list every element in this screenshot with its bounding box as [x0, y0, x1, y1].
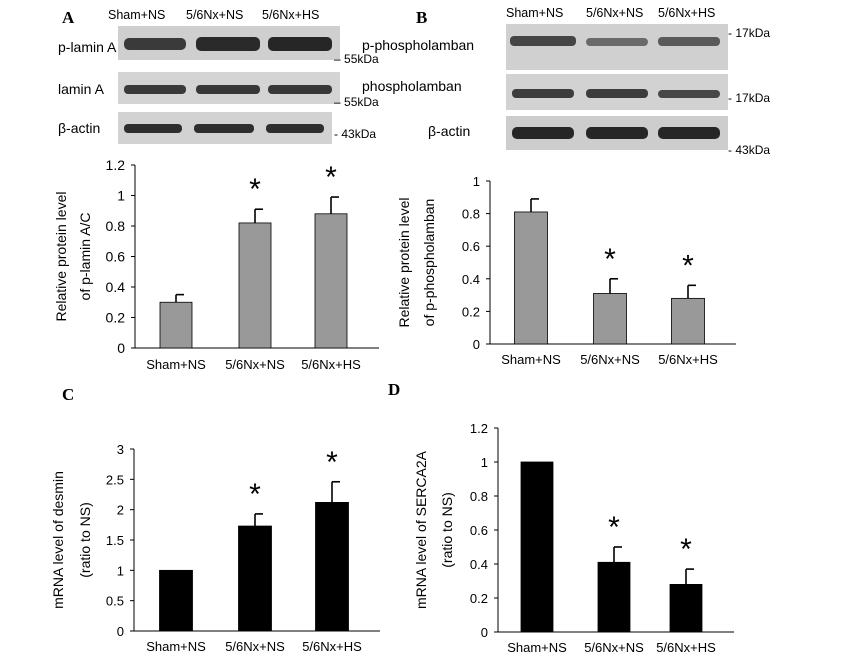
y-tick-label: 0.8: [470, 489, 488, 504]
panel-letter-a: A: [62, 8, 75, 27]
significance-star: *: [604, 243, 616, 276]
y-tick-label: 0.8: [106, 218, 126, 234]
bar: [514, 211, 548, 345]
blot-image-beta-actin-b: [506, 116, 728, 150]
y-tick-label: 1: [117, 188, 125, 204]
y-tick-label: 0.2: [106, 310, 126, 326]
y-tick-label: 1: [117, 563, 124, 578]
significance-star: *: [608, 511, 620, 544]
y-tick-label: 0.4: [106, 279, 126, 295]
y-axis-label: Relative protein level: [53, 192, 69, 322]
y-tick-label: 1: [481, 455, 488, 470]
bar: [314, 213, 348, 349]
significance-star: *: [326, 446, 338, 479]
y-tick-label: 1.2: [470, 421, 488, 436]
panel-letter-b: B: [416, 8, 428, 27]
x-tick-label: Sham+NS: [507, 640, 567, 655]
blot-image-p-phospholamban: [506, 24, 728, 70]
bar: [238, 222, 272, 349]
y-tick-label: 3: [117, 442, 124, 457]
significance-star: *: [249, 173, 261, 206]
lane-header: Sham+NS: [108, 8, 166, 22]
y-axis-label: mRNA level of SERCA2A: [413, 450, 429, 609]
lane-header: 5/6Nx+HS: [262, 8, 320, 22]
x-tick-label: 5/6Nx+HS: [658, 352, 718, 367]
significance-star: *: [249, 478, 261, 511]
mw-marker: – 55kDa: [334, 95, 379, 109]
lane-header: Sham+NS: [506, 6, 564, 20]
blot-label: β-actin: [58, 120, 101, 136]
mw-marker: - 43kDa: [728, 143, 771, 157]
y-axis-label: Relative protein level: [396, 198, 412, 328]
y-tick-label: 1.5: [106, 533, 124, 548]
y-tick-label: 1: [473, 174, 480, 189]
y-tick-label: 1.2: [106, 157, 126, 173]
y-tick-label: 0.6: [106, 249, 126, 265]
x-tick-label: Sham+NS: [146, 357, 206, 372]
blot-label: phospholamban: [362, 78, 462, 94]
significance-star: *: [682, 249, 694, 282]
bar: [597, 561, 631, 633]
y-tick-label: 0.2: [470, 591, 488, 606]
y-tick-label: 0.4: [470, 557, 488, 572]
x-tick-label: 5/6Nx+HS: [656, 640, 716, 655]
x-tick-label: 5/6Nx+HS: [301, 357, 361, 372]
panel-letter-c: C: [62, 385, 75, 404]
y-axis-label: of p-lamin A/C: [77, 213, 93, 301]
x-tick-label: Sham+NS: [501, 352, 561, 367]
y-axis-label: (ratio to NS): [77, 502, 93, 577]
x-tick-label: 5/6Nx+NS: [225, 357, 285, 372]
y-tick-label: 2: [117, 503, 124, 518]
blot-image-lamin-a: [118, 72, 340, 104]
bar: [159, 569, 193, 632]
y-tick-label: 0.6: [462, 239, 480, 254]
y-tick-label: 0.8: [462, 207, 480, 222]
blot-label: p-phospholamban: [362, 37, 475, 53]
lane-header: 5/6Nx+NS: [186, 8, 244, 22]
bar: [520, 461, 554, 633]
y-axis-label: of p-phospholamban: [421, 199, 437, 327]
lane-header: 5/6Nx+NS: [586, 6, 644, 20]
y-tick-label: 2.5: [106, 472, 124, 487]
y-tick-label: 0.5: [106, 594, 124, 609]
y-tick-label: 0: [117, 340, 125, 356]
y-tick-label: 0.6: [470, 523, 488, 538]
x-tick-label: 5/6Nx+NS: [584, 640, 644, 655]
x-tick-label: Sham+NS: [146, 639, 206, 654]
bar: [159, 301, 193, 349]
blot-image-phospholamban: [506, 74, 728, 110]
mw-marker: - 17kDa: [728, 26, 771, 40]
mw-marker: - 17kDa: [728, 91, 771, 105]
significance-star: *: [680, 533, 692, 566]
y-tick-label: 0.2: [462, 304, 480, 319]
blot-label: β-actin: [428, 123, 471, 139]
y-tick-label: 0: [473, 337, 480, 352]
blot-image-beta-actin-a: [118, 112, 332, 144]
significance-star: *: [325, 161, 337, 194]
x-tick-label: 5/6Nx+NS: [225, 639, 285, 654]
blot-image-p-lamin-a: [118, 26, 340, 60]
y-tick-label: 0: [117, 624, 124, 639]
x-tick-label: 5/6Nx+NS: [580, 352, 640, 367]
y-axis-label: (ratio to NS): [439, 492, 455, 567]
x-tick-label: 5/6Nx+HS: [302, 639, 362, 654]
blot-label: lamin A: [58, 81, 104, 97]
mw-marker: - 43kDa: [334, 127, 377, 141]
bar: [593, 293, 627, 345]
y-tick-label: 0: [481, 625, 488, 640]
mw-marker: – 55kDa: [334, 52, 379, 66]
blot-label: p-lamin A: [58, 39, 117, 55]
lane-header: 5/6Nx+HS: [658, 6, 716, 20]
y-axis-label: mRNA level of desmin: [50, 471, 66, 609]
panel-letter-d: D: [388, 380, 401, 399]
y-tick-label: 0.4: [462, 272, 480, 287]
bar: [669, 584, 703, 633]
